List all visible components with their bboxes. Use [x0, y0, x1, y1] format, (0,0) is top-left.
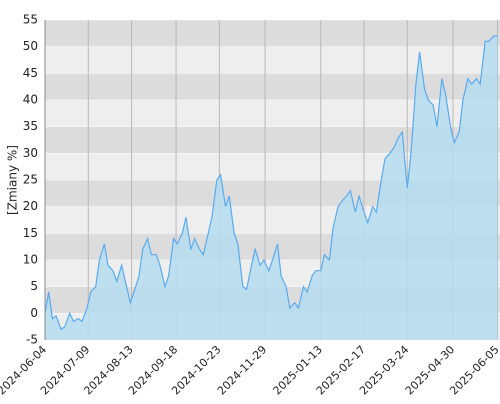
grid-band — [45, 73, 500, 100]
y-tick-label: 40 — [23, 93, 38, 107]
y-tick-label: -5 — [26, 333, 38, 347]
y-tick-label: 20 — [23, 199, 38, 213]
y-tick-label: 15 — [23, 226, 38, 240]
y-tick-label: 10 — [23, 253, 38, 267]
y-tick-label: 55 — [23, 13, 38, 27]
y-tick-label: 30 — [23, 146, 38, 160]
y-axis-label: [Zmiany %] — [6, 145, 20, 215]
y-tick-label: 0 — [30, 306, 38, 320]
y-tick-label: 45 — [23, 66, 38, 80]
y-tick-label: 35 — [23, 119, 38, 133]
grid-band — [45, 46, 500, 74]
y-tick-label: 5 — [30, 279, 38, 293]
line — [44, 35, 498, 331]
y-tick-label: 25 — [23, 173, 38, 187]
x-tick-label: 2024-11-29 — [215, 343, 269, 397]
area — [45, 36, 498, 340]
y-tick-label: 50 — [23, 39, 38, 53]
grid-band — [45, 20, 500, 47]
